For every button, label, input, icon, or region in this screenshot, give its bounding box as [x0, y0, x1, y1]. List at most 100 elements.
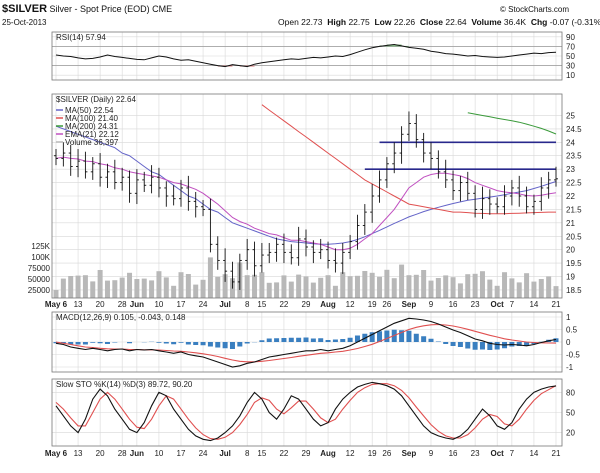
low-value: 22.26 — [393, 17, 416, 27]
macd-histogram-bar — [325, 340, 331, 342]
volume-bar — [457, 283, 463, 298]
volume-bar — [531, 281, 537, 298]
x-tick-label-bottom: 29 — [302, 449, 311, 458]
open-value: 22.73 — [301, 17, 323, 27]
macd-histogram-bar — [266, 338, 272, 342]
volume-bar — [332, 285, 338, 298]
macd-histogram-bar — [193, 342, 199, 345]
volume-bar — [90, 281, 96, 298]
price-tick-label: 20 — [566, 246, 575, 255]
volume-value: 36.4K — [503, 17, 527, 27]
ma200-line — [467, 112, 557, 135]
macd-histogram-bar — [171, 342, 177, 345]
sto-tick-label: 20 — [566, 429, 575, 438]
x-tick-label: Oct — [491, 300, 505, 309]
price-tick-label: 19.5 — [566, 259, 582, 268]
volume-bar — [259, 272, 265, 298]
macd-tick-label: 0 — [566, 338, 571, 347]
volume-bar — [516, 282, 522, 298]
price-legend-item: EMA(21) 22.12 — [65, 130, 119, 139]
macd-histogram-bar — [472, 342, 478, 350]
macd-histogram-bar — [435, 341, 441, 342]
x-tick-label: 7 — [510, 300, 515, 309]
macd-histogram-bar — [90, 342, 96, 343]
volume-bar — [200, 279, 206, 298]
x-tick-label: 10 — [154, 300, 163, 309]
volume-bar — [479, 271, 485, 298]
volume-bar — [149, 280, 155, 298]
x-tick-label: 12 — [346, 300, 355, 309]
volume-bar — [171, 285, 177, 298]
volume-bar — [68, 276, 74, 298]
x-tick-label-bottom: 7 — [510, 449, 515, 458]
macd-histogram-bar — [428, 338, 434, 342]
x-tick-label-bottom: 12 — [346, 449, 355, 458]
sto-tick-label: 80 — [566, 388, 575, 397]
rsi-tick-label: 50 — [566, 52, 575, 61]
macd-histogram-bar — [296, 337, 302, 342]
x-tick-label: 15 — [257, 300, 266, 309]
macd-histogram-bar — [178, 342, 184, 343]
volume-bar — [141, 278, 147, 298]
macd-histogram-bar — [163, 342, 169, 344]
sto-frame — [51, 378, 563, 447]
volume-bar — [266, 282, 272, 298]
macd-histogram-bar — [244, 342, 250, 344]
macd-histogram-bar — [156, 342, 162, 343]
macd-histogram-bar — [377, 331, 383, 342]
macd-histogram-bar — [516, 342, 522, 346]
x-tick-label-bottom: 15 — [257, 449, 266, 458]
volume-bar — [303, 276, 309, 298]
watermark: © StockCharts.com — [500, 5, 570, 14]
price-tick-label: 18.5 — [566, 286, 582, 295]
price-tick-label: 23.5 — [566, 152, 582, 161]
ma100-line — [261, 104, 556, 215]
price-tick-label: 20.5 — [566, 232, 582, 241]
sto-tick-label: 50 — [566, 409, 575, 418]
x-tick-label-bottom: 13 — [74, 449, 83, 458]
macd-histogram-bar — [104, 342, 110, 344]
macd-tick-label: -0.5 — [566, 351, 580, 360]
macd-histogram-bar — [259, 340, 265, 342]
macd-panel: -1 -0.5 0 0.5 1 MACD(12,26,9) 0.105, -0.043, … — [51, 311, 580, 373]
macd-histogram-bar — [487, 342, 493, 350]
x-tick-label-bottom: Oct — [491, 449, 505, 458]
price-legend-item: Volume 36,397 — [65, 138, 119, 147]
price-panel: 18.5 19 19.5 20 20.5 21 21.5 22 22.5 23 23.5 24 24.5… — [28, 93, 582, 299]
x-tick-label-bottom: 8 — [245, 449, 250, 458]
stochastic-panel: 20 50 80 Slow STO %K(14) %D(3) 89.72, 90.20 — [51, 378, 575, 447]
x-tick-label: Sep — [402, 300, 417, 309]
rsi-legend: RSI(14) 57.94 — [56, 33, 106, 42]
volume-bar — [406, 275, 412, 298]
macd-histogram-bar — [413, 333, 419, 342]
volume-bar — [222, 274, 228, 298]
symbol-title: $SILVER Silver - Spot Price (EOD) CME — [2, 3, 172, 15]
x-tick-label: Jul — [219, 300, 231, 309]
volume-bar — [502, 272, 508, 298]
rsi-line — [55, 43, 557, 68]
macd-histogram-bar — [215, 342, 221, 348]
sto-d-line — [55, 383, 557, 440]
macd-histogram-bar — [332, 339, 338, 342]
macd-histogram-bar — [479, 342, 485, 350]
volume-bar — [185, 274, 191, 298]
macd-histogram-bar — [97, 342, 103, 344]
x-tick-label: 21 — [552, 300, 561, 309]
volume-bar — [369, 272, 375, 298]
volume-bar — [215, 276, 221, 298]
macd-histogram-bar — [200, 342, 206, 346]
volume-label: Volume — [471, 17, 502, 27]
macd-histogram-bar — [318, 338, 324, 342]
volume-tick-label: 125K — [31, 242, 50, 251]
price-tick-label: 22 — [566, 192, 575, 201]
sto-legend: Slow STO %K(14) %D(3) 89.72, 90.20 — [56, 380, 193, 389]
volume-bar — [274, 282, 280, 298]
x-tick-label-bottom: 28 — [118, 449, 127, 458]
volume-bar — [178, 272, 184, 298]
chart-date: 25-Oct-2013 — [2, 18, 47, 27]
volume-bar — [104, 280, 110, 298]
price-tick-label: 24.5 — [566, 125, 582, 134]
macd-histogram-bar — [465, 342, 471, 349]
x-tick-label-bottom: 26 — [382, 449, 391, 458]
x-tick-label-bottom: 10 — [154, 449, 163, 458]
